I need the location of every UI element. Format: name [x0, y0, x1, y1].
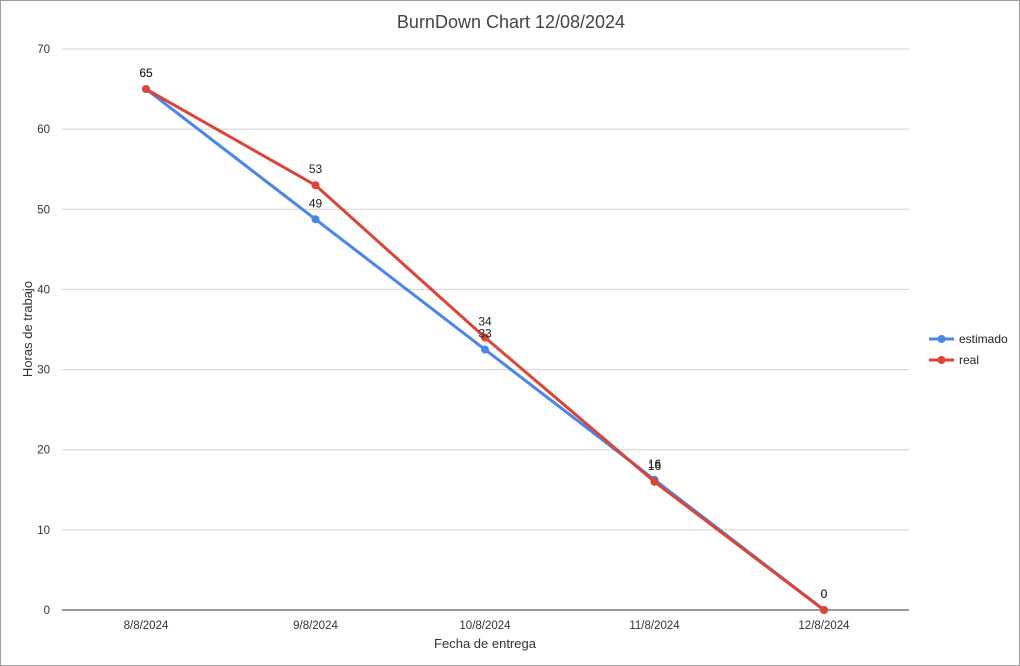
y-tick-label: 20: [37, 445, 50, 457]
x-tick-label: 11/8/2024: [629, 620, 680, 632]
data-point-real: [481, 333, 489, 342]
data-label-estimado: 0: [821, 587, 828, 601]
data-label-estimado: 49: [309, 196, 323, 210]
x-tick-labels: 8/8/2024 9/8/2024 10/8/2024 11/8/2024 12/8/2…: [124, 620, 851, 632]
data-point-real: [650, 477, 659, 486]
legend-label-estimado: estimado: [959, 332, 1008, 346]
y-tick-labels: 0 10 20 30 40 50 60 70: [37, 44, 50, 617]
series-layer: [142, 85, 828, 614]
grid-layer: [62, 48, 909, 611]
data-point-estimado: [311, 215, 320, 224]
x-tick-label: 10/8/2024: [459, 620, 511, 632]
data-point-real: [142, 85, 150, 94]
data-point-real: [311, 181, 320, 190]
y-tick-label: 70: [37, 44, 50, 56]
y-tick-label: 50: [37, 204, 50, 216]
legend-marker-real: [937, 356, 946, 364]
data-label-real: 0: [821, 587, 828, 601]
chart-title: BurnDown Chart 12/08/2024: [397, 12, 625, 32]
data-label-estimado: 33: [478, 327, 492, 341]
data-label-real: 53: [309, 162, 323, 176]
legend-marker-estimado: [937, 335, 946, 343]
x-tick-label: 8/8/2024: [124, 620, 169, 632]
data-label-real: 65: [139, 66, 153, 80]
y-tick-label: 10: [37, 525, 50, 537]
x-tick-label: 9/8/2024: [293, 620, 338, 632]
data-point-real: [820, 606, 828, 614]
x-tick-label: 12/8/2024: [798, 620, 850, 632]
x-axis-title: Fecha de entrega: [434, 636, 537, 651]
data-label-real: 34: [478, 315, 492, 329]
y-tick-label: 0: [44, 605, 50, 617]
legend-label-real: real: [959, 353, 979, 367]
data-label-estimado: 16: [648, 457, 662, 471]
data-label-real: 16: [648, 459, 662, 473]
y-tick-label: 60: [37, 124, 50, 136]
y-tick-label: 40: [37, 284, 50, 296]
data-label-estimado: 65: [139, 66, 153, 80]
legend: estimado real: [929, 332, 1008, 367]
y-axis-title: Horas de trabajo: [20, 281, 35, 377]
y-tick-label: 30: [37, 365, 50, 377]
data-point-estimado: [481, 345, 489, 354]
